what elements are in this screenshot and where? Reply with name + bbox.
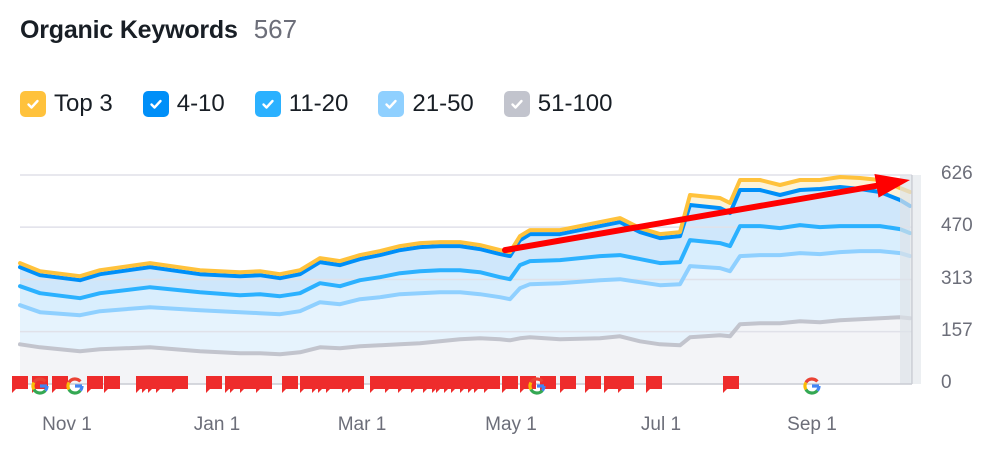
event-flag-icon[interactable] (172, 376, 188, 393)
event-flag-icon[interactable] (240, 376, 256, 393)
checkbox-checked-icon[interactable] (254, 91, 281, 117)
checkbox-checked-icon[interactable] (142, 91, 169, 117)
event-flag-icon[interactable] (156, 376, 172, 393)
y-tick-label: 0 (941, 372, 952, 393)
x-tick-label: Jul 1 (640, 414, 682, 435)
area-fill-base (20, 317, 910, 384)
legend-label: 51-100 (537, 90, 613, 117)
event-flag-icon[interactable] (502, 376, 518, 393)
widget-title: Organic Keywords (20, 16, 238, 44)
event-flag-icon[interactable] (348, 376, 364, 393)
y-tick-label: 626 (941, 163, 973, 184)
checkbox-checked-icon[interactable] (378, 91, 405, 117)
x-tick-label: Sep 1 (787, 414, 837, 435)
scroll-edge (913, 175, 921, 384)
series-line-top-3 (18, 175, 912, 279)
legend-label: 4-10 (176, 90, 225, 117)
x-tick-label: May 1 (485, 414, 537, 435)
x-tick-label: Jan 1 (193, 414, 241, 435)
y-tick-label: 470 (941, 215, 973, 237)
organic-keywords-chart (12, 173, 921, 395)
event-flag-icon[interactable] (52, 376, 68, 393)
area-fill-21-50 (20, 251, 910, 355)
series-line-11-20 (18, 223, 912, 301)
chart-area: 626 470 313 157 0 Nov 1 Jan 1 Mar 1 May 1 Jul 1 S… (0, 150, 1000, 459)
event-flag-icon[interactable] (484, 376, 500, 393)
legend-item-top-3[interactable]: Top 3 (20, 90, 113, 118)
legend-item-11-20[interactable]: 11-20 (254, 90, 349, 118)
checkbox-checked-icon[interactable] (20, 91, 46, 117)
event-flag-icon[interactable] (618, 376, 634, 393)
legend-label: 21-50 (412, 90, 474, 117)
x-tick-label: Mar 1 (337, 414, 387, 435)
event-flag-icon[interactable] (87, 376, 103, 393)
google-update-icon[interactable] (528, 377, 546, 395)
legend-item-51-100[interactable]: 51-100 (503, 90, 613, 118)
event-flag-icon[interactable] (282, 376, 298, 393)
google-update-icon[interactable] (803, 377, 821, 395)
event-flag-icon[interactable] (104, 376, 120, 393)
series-line-21-50 (18, 249, 912, 318)
event-flag-icon[interactable] (560, 376, 576, 393)
legend-item-4-10[interactable]: 4-10 (142, 90, 225, 118)
event-flag-icon[interactable] (604, 376, 620, 393)
event-flag-icon[interactable] (585, 376, 601, 393)
event-flag-icon[interactable] (370, 376, 386, 393)
trend-arrow-head-icon (874, 173, 910, 198)
chart-legend: Top 3 4-10 11-20 21-50 51-100 (20, 90, 643, 118)
keyword-count: 567 (253, 14, 298, 44)
legend-label: 11-20 (288, 90, 349, 117)
event-flag-icon[interactable] (646, 376, 662, 393)
series-line-51-100 (18, 315, 912, 357)
y-tick-label: 157 (941, 319, 973, 341)
event-flag-icon[interactable] (12, 376, 28, 393)
event-flag-icon[interactable] (385, 376, 401, 393)
widget-header: Organic Keywords 567 (20, 14, 297, 45)
google-update-icon[interactable] (66, 377, 84, 395)
google-update-icon[interactable] (31, 377, 49, 395)
legend-item-21-50[interactable]: 21-50 (378, 90, 474, 118)
x-tick-label: Nov 1 (42, 414, 92, 435)
checkbox-checked-icon[interactable] (503, 91, 530, 117)
legend-label: Top 3 (54, 90, 113, 117)
event-flag-icon[interactable] (326, 376, 342, 393)
event-flag-icon[interactable] (256, 376, 272, 393)
event-flag-icon[interactable] (206, 376, 222, 393)
event-flag-icon[interactable] (723, 376, 739, 393)
trend-arrow-shaft (502, 182, 880, 254)
y-tick-label: 313 (941, 267, 973, 289)
event-flag-icon[interactable] (398, 376, 414, 393)
partial-period-shade (900, 175, 912, 384)
